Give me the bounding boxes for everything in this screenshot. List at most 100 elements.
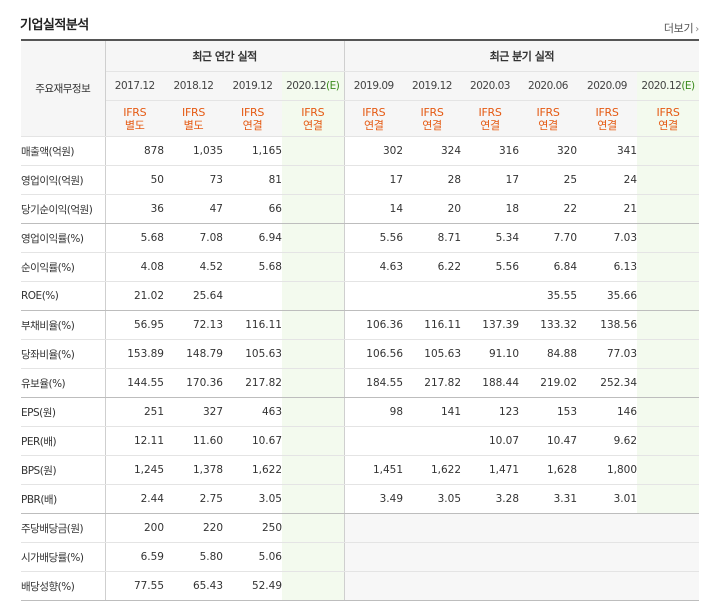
quarter-value-cell: 20 (403, 194, 462, 224)
quarter-value-cell: 252.34 (577, 368, 638, 398)
annual-value-cell (282, 484, 345, 514)
empty-cell (403, 542, 462, 572)
annual-value-cell: 6.94 (223, 223, 282, 253)
quarter-value-cell: 77.03 (577, 339, 638, 369)
empty-cell (577, 542, 638, 572)
quarter-value-cell (637, 368, 700, 398)
quarter-value-cell: 22 (519, 194, 578, 224)
annual-value-cell: 5.68 (223, 252, 282, 282)
annual-value-cell (282, 223, 345, 253)
annual-value-cell: 144.55 (105, 368, 164, 398)
annual-value-cell: 4.52 (164, 252, 223, 282)
annual-value-cell: 66 (223, 194, 282, 224)
annual-value-cell: 50 (105, 165, 164, 195)
quarter-value-cell: 105.63 (403, 339, 462, 369)
accounting-basis-header: IFRS 연결 (344, 100, 404, 137)
quarter-value-cell: 3.01 (577, 484, 638, 514)
quarter-value-cell (403, 281, 462, 311)
accounting-basis-header: IFRS 연결 (223, 100, 282, 137)
row-label: PER(배) (21, 426, 106, 456)
period-label: 2020.09 (587, 80, 627, 92)
basis-label: 연결 (363, 118, 384, 132)
table-row: 당좌비율(%) 153.89 148.79 105.63 106.56 105.63 91.… (21, 339, 700, 369)
annual-value-cell (282, 571, 345, 601)
annual-value-cell (282, 252, 345, 282)
quarter-value-cell (344, 426, 404, 456)
quarter-value-cell (637, 426, 700, 456)
quarter-value-cell: 7.70 (519, 223, 578, 253)
annual-value-cell: 463 (223, 397, 282, 427)
quarter-value-cell (637, 136, 700, 166)
annual-value-cell: 327 (164, 397, 223, 427)
table-row: 순이익률(%) 4.08 4.52 5.68 4.63 6.22 5.56 6.84 6.13 (21, 252, 700, 282)
quarter-value-cell: 153 (519, 397, 578, 427)
annual-value-cell: 77.55 (105, 571, 164, 601)
annual-value-cell: 12.11 (105, 426, 164, 456)
quarter-value-cell (637, 339, 700, 369)
quarter-value-cell: 1,800 (577, 455, 638, 485)
row-label: 순이익률(%) (21, 252, 106, 282)
period-label: 2019.12 (412, 80, 452, 92)
annual-value-cell: 7.08 (164, 223, 223, 253)
period-label: 2020.12 (641, 80, 682, 92)
annual-value-cell: 1,035 (164, 136, 223, 166)
quarter-value-cell (637, 310, 700, 340)
quarter-value-cell: 141 (403, 397, 462, 427)
quarter-value-cell: 302 (344, 136, 404, 166)
quarter-value-cell: 133.32 (519, 310, 578, 340)
annual-value-cell: 25.64 (164, 281, 223, 311)
quarter-value-cell: 3.31 (519, 484, 578, 514)
empty-cell (637, 542, 700, 572)
empty-cell (344, 542, 404, 572)
quarter-value-cell: 116.11 (403, 310, 462, 340)
ifrs-label: IFRS (301, 105, 325, 119)
period-header: 2020.09 (577, 71, 638, 101)
table-row: 배당성향(%) 77.55 65.43 52.49 (21, 571, 700, 601)
table-row: 당기순이익(억원) 36 47 66 14 20 18 22 21 (21, 194, 700, 224)
basis-label: 연결 (302, 118, 323, 132)
annual-value-cell: 21.02 (105, 281, 164, 311)
period-label: 2017.12 (114, 80, 155, 92)
period-label: 2019.12 (232, 80, 273, 92)
empty-cell (403, 513, 462, 543)
quarter-value-cell (637, 484, 700, 514)
annual-value-cell (223, 281, 282, 311)
annual-group-header: 최근 연간 실적 (105, 39, 345, 72)
basis-label: 연결 (480, 118, 500, 132)
annual-value-cell: 52.49 (223, 571, 282, 601)
more-label: 더보기 (663, 22, 694, 35)
annual-value-cell: 220 (164, 513, 223, 543)
annual-value-cell (282, 542, 345, 572)
ifrs-label: IFRS (182, 105, 205, 119)
more-link[interactable]: 더보기 › (664, 20, 699, 36)
quarter-value-cell: 98 (344, 397, 404, 427)
annual-value-cell: 200 (105, 513, 164, 543)
annual-value-cell: 65.43 (164, 571, 223, 601)
quarter-value-cell: 3.49 (344, 484, 404, 514)
quarter-value-cell: 6.84 (519, 252, 578, 282)
annual-value-cell: 170.36 (164, 368, 223, 398)
quarter-value-cell (637, 455, 700, 485)
annual-value-cell: 47 (164, 194, 223, 224)
accounting-basis-header: IFRS 연결 (577, 100, 638, 137)
quarter-value-cell: 320 (519, 136, 578, 166)
row-label: EPS(원) (21, 397, 106, 427)
annual-value-cell (282, 426, 345, 456)
table-row: PER(배) 12.11 11.60 10.67 10.07 10.47 9.62 (21, 426, 700, 456)
quarter-value-cell: 14 (344, 194, 404, 224)
empty-cell (519, 542, 578, 572)
annual-value-cell (282, 513, 345, 543)
annual-value-cell (282, 339, 345, 369)
quarter-value-cell: 146 (577, 397, 638, 427)
quarter-value-cell (637, 397, 700, 427)
ifrs-label: IFRS (420, 105, 444, 119)
quarter-value-cell: 138.56 (577, 310, 638, 340)
period-label: 2020.06 (528, 80, 568, 92)
row-label: 시가배당률(%) (21, 542, 106, 572)
annual-value-cell: 2.75 (164, 484, 223, 514)
quarter-value-cell: 1,471 (461, 455, 520, 485)
annual-value-cell: 5.68 (105, 223, 164, 253)
annual-value-cell (282, 397, 345, 427)
quarter-value-cell: 106.36 (344, 310, 404, 340)
quarter-value-cell: 324 (403, 136, 462, 166)
